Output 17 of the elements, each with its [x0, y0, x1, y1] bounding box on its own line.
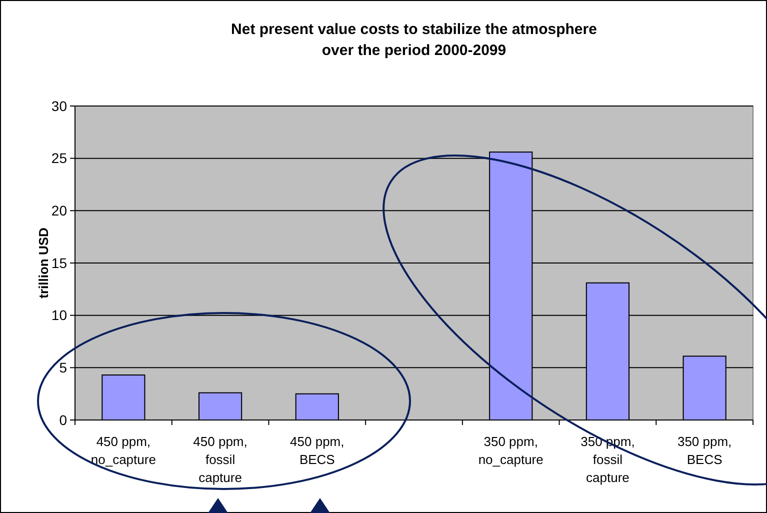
y-tick-label: 0 — [59, 412, 68, 428]
y-tick-label: 5 — [59, 360, 68, 376]
chart-title: Net present value costs to stabilize the atmosphere over the period 2000-2099 — [231, 21, 597, 59]
x-tick-label: 450 ppm, fossil capture — [193, 434, 248, 485]
x-tick-label: 350 ppm, BECS — [677, 434, 732, 467]
bar — [295, 393, 339, 420]
x-tick-label: 450 ppm, BECS — [290, 434, 344, 467]
y-tick-label: 10 — [51, 307, 68, 324]
bar — [102, 374, 146, 420]
x-tick-label: 450 ppm, no_capture — [90, 434, 156, 467]
y-tick-label: 25 — [51, 150, 68, 166]
y-axis-title: trillion USD — [36, 228, 51, 298]
y-tick-label: 15 — [51, 254, 68, 271]
bar — [198, 392, 242, 420]
y-tick-label: 20 — [51, 202, 68, 219]
y-tick-label: 30 — [51, 98, 68, 114]
x-tick-label: 350 ppm, no_capture — [478, 434, 544, 467]
